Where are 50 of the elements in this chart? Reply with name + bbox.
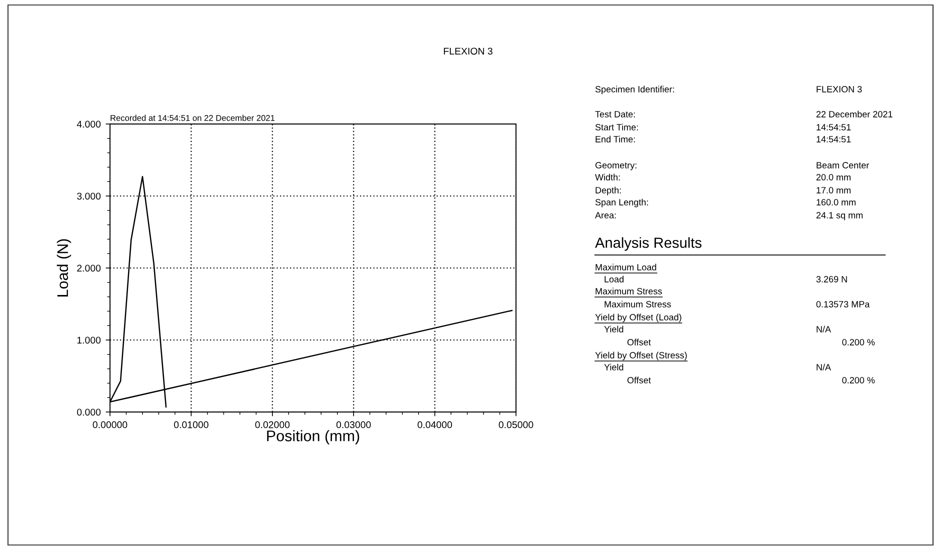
x-tick-label: 0.01000 [174, 421, 208, 428]
text: Maximum Stress [604, 300, 671, 308]
text: Maximum Load [596, 264, 656, 270]
text: Depth: [596, 186, 621, 196]
text: 24.1 sq mm [816, 212, 863, 220]
text: 20.0 mm [816, 174, 851, 180]
text: Analysis Results [595, 237, 702, 251]
text: Start Time: [595, 124, 638, 130]
text: 22 December 2021 [816, 110, 892, 118]
x-tick-label: 0.00000 [92, 421, 128, 428]
text: Maximum Stress [596, 288, 662, 294]
text: End Time: [596, 136, 635, 142]
text: 0.200 % [842, 339, 875, 346]
text: N/A [816, 364, 832, 370]
text: Load [604, 276, 624, 282]
x-tick-label: 0.02000 [255, 421, 290, 428]
text: 14:54:51 [816, 124, 851, 130]
text: Beam Center [816, 162, 870, 168]
text: 14:54:51 [816, 136, 851, 142]
y-tick-label: 2.000 [77, 264, 101, 272]
x-tick-label: 0.05000 [498, 421, 534, 428]
chart-title: FLEXION 3 [444, 48, 492, 55]
text: Geometry: [595, 162, 636, 170]
text: Specimen Identifier: [595, 86, 674, 94]
text: Width: [595, 174, 620, 180]
y-tick-label: 0.000 [77, 408, 101, 416]
text: Recorded at 14:54:51 on 22 December 2021 [110, 114, 275, 121]
y-axis-title: Load (N) [56, 239, 72, 296]
text: Offset [627, 338, 651, 346]
text: Yield [604, 326, 624, 332]
x-axis-title: Position (mm) [267, 430, 360, 444]
text: 3.269 N [816, 276, 847, 282]
text: Test Date: [595, 111, 635, 118]
text: Yield by Offset (Stress) [595, 352, 687, 360]
text: Yield [604, 364, 624, 370]
text: 160.0 mm [816, 199, 856, 206]
text: 17.0 mm [816, 187, 851, 194]
text: N/A [816, 326, 832, 332]
x-tick-label: 0.04000 [418, 421, 452, 428]
text: 0.13573 MPa [816, 301, 870, 308]
y-tick-label: 1.000 [77, 336, 101, 344]
text: Span Length: [595, 198, 648, 208]
text: Area: [595, 212, 616, 218]
text: Yield by Offset (Load) [595, 314, 682, 322]
x-tick-label: 0.03000 [336, 421, 371, 428]
y-tick-label: 3.000 [77, 192, 101, 200]
text: Offset [627, 376, 651, 384]
y-tick-label: 4.000 [76, 120, 101, 128]
text: 0.200 % [842, 377, 875, 384]
text: FLEXION 3 [816, 86, 862, 92]
